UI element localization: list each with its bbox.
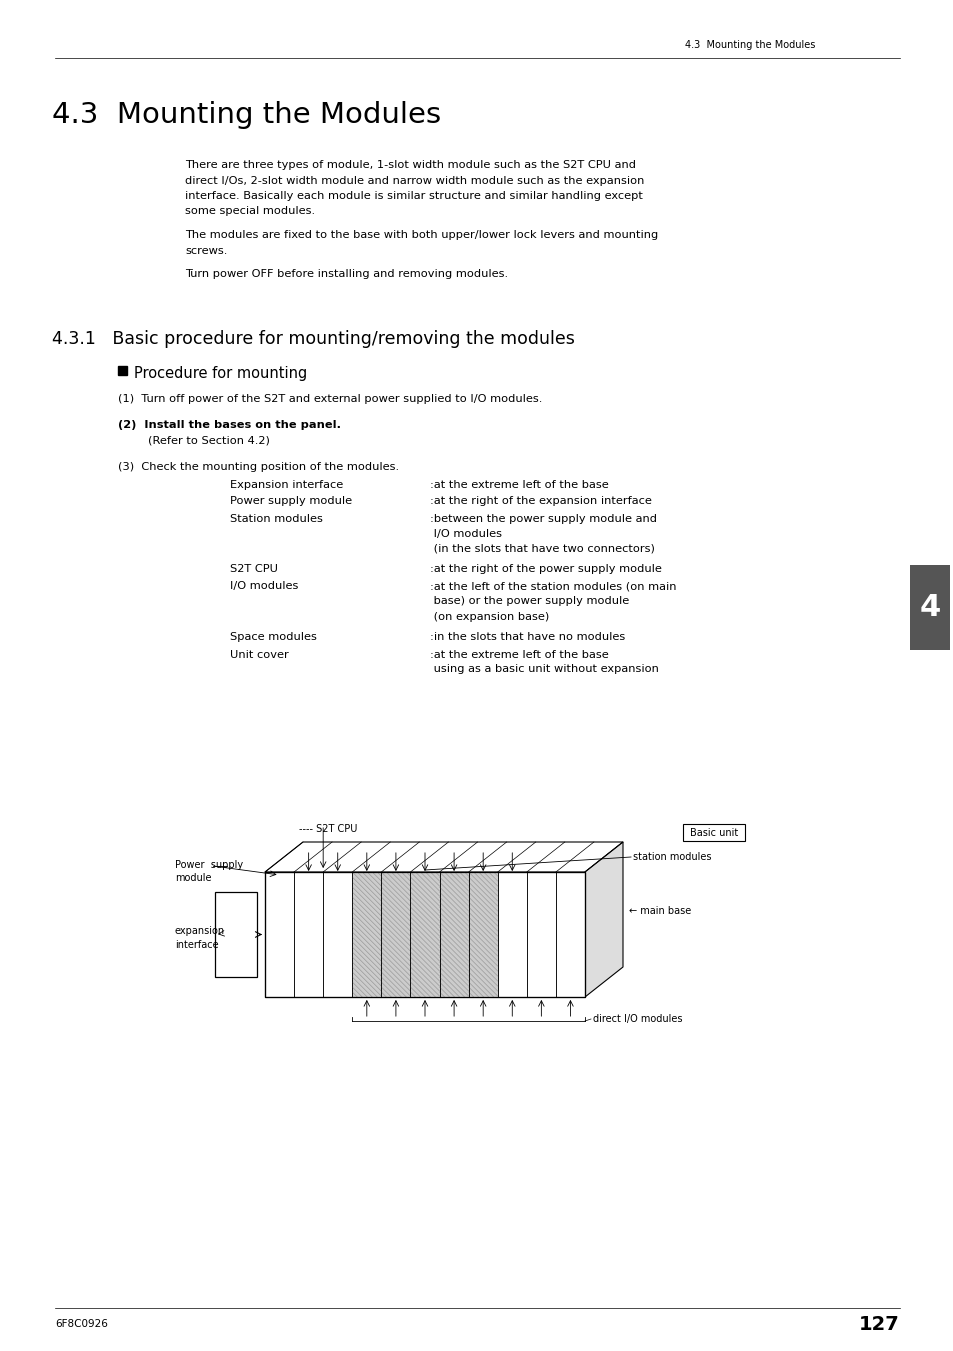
Text: module: module [174, 873, 212, 884]
Text: I/O modules: I/O modules [430, 528, 501, 539]
Bar [410, 871, 439, 997]
Text: direct I/O modules: direct I/O modules [593, 1015, 681, 1024]
Text: ---- S2T CPU: ---- S2T CPU [298, 824, 356, 834]
Text: direct I/Os, 2-slot width module and narrow width module such as the expansion: direct I/Os, 2-slot width module and nar… [185, 176, 643, 185]
Text: interface. Basically each module is similar structure and similar handling excep: interface. Basically each module is simi… [185, 190, 642, 201]
Text: Unit cover: Unit cover [230, 650, 289, 659]
Text: (2)  Install the bases on the panel.: (2) Install the bases on the panel. [118, 420, 340, 430]
Text: 4: 4 [919, 593, 940, 621]
Text: Power supply module: Power supply module [230, 497, 352, 507]
Text: ← main base: ← main base [628, 905, 691, 916]
Polygon shape [265, 842, 622, 871]
Text: :in the slots that have no modules: :in the slots that have no modules [430, 632, 624, 643]
Text: screws.: screws. [185, 246, 227, 255]
Text: expansion: expansion [174, 927, 225, 936]
Text: interface: interface [174, 939, 218, 950]
Text: :at the right of the power supply module: :at the right of the power supply module [430, 565, 661, 574]
Text: 4.3  Mounting the Modules: 4.3 Mounting the Modules [52, 101, 440, 128]
Text: :at the right of the expansion interface: :at the right of the expansion interface [430, 497, 651, 507]
Text: The modules are fixed to the base with both upper/lower lock levers and mounting: The modules are fixed to the base with b… [185, 230, 658, 240]
Bar [214, 892, 256, 977]
Text: 4.3  Mounting the Modules: 4.3 Mounting the Modules [684, 41, 815, 50]
Text: :at the left of the station modules (on main: :at the left of the station modules (on … [430, 581, 676, 592]
Text: station modules: station modules [633, 852, 711, 862]
Text: (Refer to Section 4.2): (Refer to Section 4.2) [148, 435, 270, 446]
Bar [468, 871, 497, 997]
Polygon shape [584, 842, 622, 997]
Polygon shape [265, 871, 584, 997]
Text: :at the extreme left of the base: :at the extreme left of the base [430, 480, 608, 489]
Text: :between the power supply module and: :between the power supply module and [430, 513, 657, 523]
Text: :at the extreme left of the base: :at the extreme left of the base [430, 650, 608, 659]
Text: some special modules.: some special modules. [185, 207, 314, 216]
Bar [909, 565, 949, 650]
Text: Space modules: Space modules [230, 632, 316, 643]
Bar [439, 871, 468, 997]
Bar [381, 871, 410, 997]
Text: Procedure for mounting: Procedure for mounting [133, 366, 307, 381]
Text: 6F8C0926: 6F8C0926 [55, 1319, 108, 1329]
Text: S2T CPU: S2T CPU [230, 565, 277, 574]
Bar [118, 366, 127, 376]
Text: (3)  Check the mounting position of the modules.: (3) Check the mounting position of the m… [118, 462, 398, 471]
Text: base) or the power supply module: base) or the power supply module [430, 597, 629, 607]
Text: (on expansion base): (on expansion base) [430, 612, 549, 621]
Text: Basic unit: Basic unit [689, 828, 738, 838]
Text: Turn power OFF before installing and removing modules.: Turn power OFF before installing and rem… [185, 269, 508, 280]
Bar [352, 871, 381, 997]
Text: There are three types of module, 1-slot width module such as the S2T CPU and: There are three types of module, 1-slot … [185, 159, 636, 170]
Text: 4.3.1   Basic procedure for mounting/removing the modules: 4.3.1 Basic procedure for mounting/remov… [52, 330, 575, 349]
Text: Power  supply: Power supply [174, 861, 243, 870]
Text: I/O modules: I/O modules [230, 581, 298, 592]
Text: Station modules: Station modules [230, 513, 322, 523]
Text: 127: 127 [859, 1315, 899, 1333]
Text: (1)  Turn off power of the S2T and external power supplied to I/O modules.: (1) Turn off power of the S2T and extern… [118, 394, 542, 404]
Bar [682, 824, 744, 842]
Text: (in the slots that have two connectors): (in the slots that have two connectors) [430, 543, 654, 554]
Text: Expansion interface: Expansion interface [230, 480, 343, 489]
Text: using as a basic unit without expansion: using as a basic unit without expansion [430, 665, 659, 674]
